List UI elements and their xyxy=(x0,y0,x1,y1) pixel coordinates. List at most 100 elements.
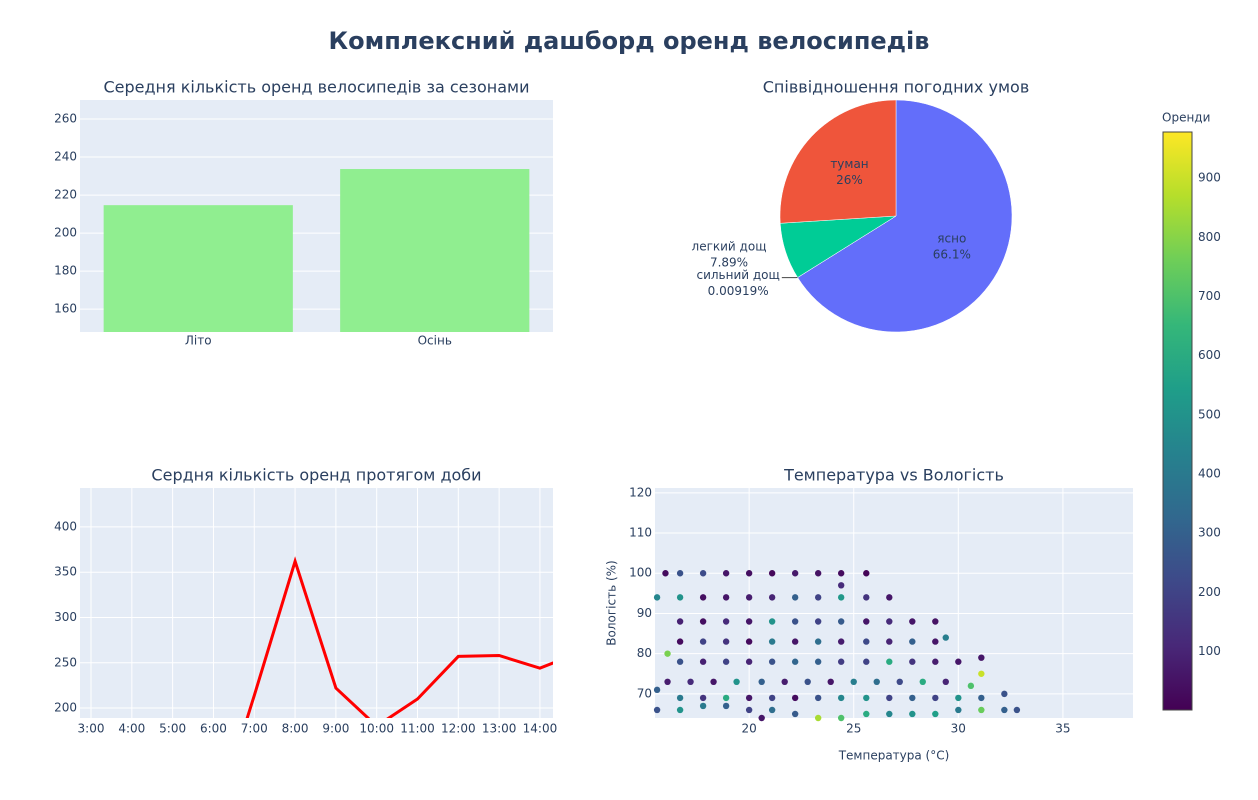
y-tick-label: 110 xyxy=(629,526,652,540)
scatter-point xyxy=(722,658,730,665)
scatter-point xyxy=(909,618,916,625)
scatter-point xyxy=(722,594,730,601)
dashboard-title: Комплексний дашборд оренд велосипедів xyxy=(329,27,930,55)
scatter-point xyxy=(932,694,939,702)
slice-value-label: 66.1% xyxy=(933,247,971,261)
scatter-point xyxy=(653,706,661,714)
x-tick-label: Осінь xyxy=(418,334,452,348)
scatter-point xyxy=(664,650,671,657)
scatter-point xyxy=(942,634,949,641)
y-axis-title: Вологість (%) xyxy=(605,560,619,645)
scatter-point xyxy=(1001,690,1008,698)
scatter-point xyxy=(919,678,926,686)
scatter-point xyxy=(664,678,671,686)
x-tick-label: 11:00 xyxy=(400,722,435,736)
scatter-point xyxy=(722,618,730,625)
x-tick-label: 35 xyxy=(1055,722,1070,736)
scatter-point xyxy=(745,658,753,665)
colorbar-tick-label: 100 xyxy=(1198,644,1221,658)
scatter-point xyxy=(967,682,975,690)
scatter-point xyxy=(653,594,661,601)
colorbar-title: Оренди xyxy=(1162,111,1210,125)
scatter-point xyxy=(955,706,962,714)
scatter-point xyxy=(863,694,870,702)
x-tick-label: Літо xyxy=(185,334,212,348)
scatter-point xyxy=(814,594,822,601)
scatter-point xyxy=(745,638,753,645)
x-tick-label: 8:00 xyxy=(282,722,309,736)
scatter-point xyxy=(909,694,916,702)
scatter-point xyxy=(886,658,893,665)
bar xyxy=(340,169,530,332)
scatter-point xyxy=(837,582,845,589)
scatter-point xyxy=(687,678,694,686)
x-tick-label: 4:00 xyxy=(118,722,145,736)
y-tick-label: 120 xyxy=(629,485,652,499)
scatter-point xyxy=(978,670,985,677)
pie-slice xyxy=(797,99,1013,333)
scatter-point xyxy=(978,654,985,661)
bar xyxy=(103,205,293,332)
colorbar-tick-label: 600 xyxy=(1198,348,1221,362)
scatter-point xyxy=(909,658,916,665)
x-tick-label: 20 xyxy=(741,722,756,736)
x-tick-label: 30 xyxy=(951,722,966,736)
scatter-point xyxy=(722,638,730,645)
scatter-point xyxy=(886,694,893,702)
y-tick-label: 200 xyxy=(54,701,77,715)
y-tick-label: 220 xyxy=(54,188,77,202)
scatter-point xyxy=(781,678,788,686)
scatter-point xyxy=(768,706,776,714)
scatter-point xyxy=(699,638,707,645)
scatter-point xyxy=(699,594,707,601)
y-tick-label: 180 xyxy=(54,264,77,278)
scatter-point xyxy=(814,618,822,625)
scatter-point xyxy=(791,594,799,601)
x-tick-label: 25 xyxy=(846,722,861,736)
x-tick-label: 12:00 xyxy=(441,722,476,736)
scatter-point xyxy=(733,678,740,686)
scatter-point xyxy=(886,710,893,718)
scatter-point xyxy=(676,594,684,601)
scatter-point xyxy=(676,618,684,625)
colorbar-tick-label: 500 xyxy=(1198,407,1221,421)
x-tick-label: 6:00 xyxy=(200,722,227,736)
scatter-point xyxy=(768,638,776,645)
scatter-point xyxy=(837,570,845,577)
scatter-point xyxy=(722,702,730,710)
scatter-point xyxy=(978,694,985,702)
scatter-point xyxy=(745,570,753,577)
scatter-point xyxy=(837,594,845,601)
scatter-point xyxy=(932,638,939,645)
scatter-point xyxy=(653,686,661,694)
scatter-point xyxy=(814,638,822,645)
scatter-point xyxy=(955,658,962,665)
scatter-point xyxy=(1001,706,1008,714)
scatter-point xyxy=(814,714,822,722)
x-tick-label: 10:00 xyxy=(359,722,394,736)
y-tick-label: 90 xyxy=(637,606,652,620)
x-tick-label: 3:00 xyxy=(78,722,105,736)
plot-background xyxy=(655,488,1133,718)
scatter-point xyxy=(676,694,684,702)
scatter-point xyxy=(896,678,903,686)
scatter-point xyxy=(850,678,857,686)
scatter-point xyxy=(886,638,893,645)
scatter-point xyxy=(814,658,822,665)
scatter-point xyxy=(699,702,707,710)
scatter-point xyxy=(676,638,684,645)
line-series xyxy=(245,556,553,718)
pie-slice xyxy=(779,99,897,224)
scatter-point xyxy=(804,678,811,686)
slice-value-label: 7.89% xyxy=(710,256,748,270)
scatter-point xyxy=(791,618,799,625)
scatter-point xyxy=(863,594,870,601)
colorbar xyxy=(1162,131,1193,711)
scatter-point xyxy=(699,618,707,625)
y-tick-label: 200 xyxy=(54,226,77,240)
scatter-point xyxy=(827,678,834,686)
scatter-point xyxy=(791,658,799,665)
scatter-point xyxy=(722,570,730,577)
y-tick-label: 70 xyxy=(637,686,652,700)
scatter-point xyxy=(932,710,939,718)
